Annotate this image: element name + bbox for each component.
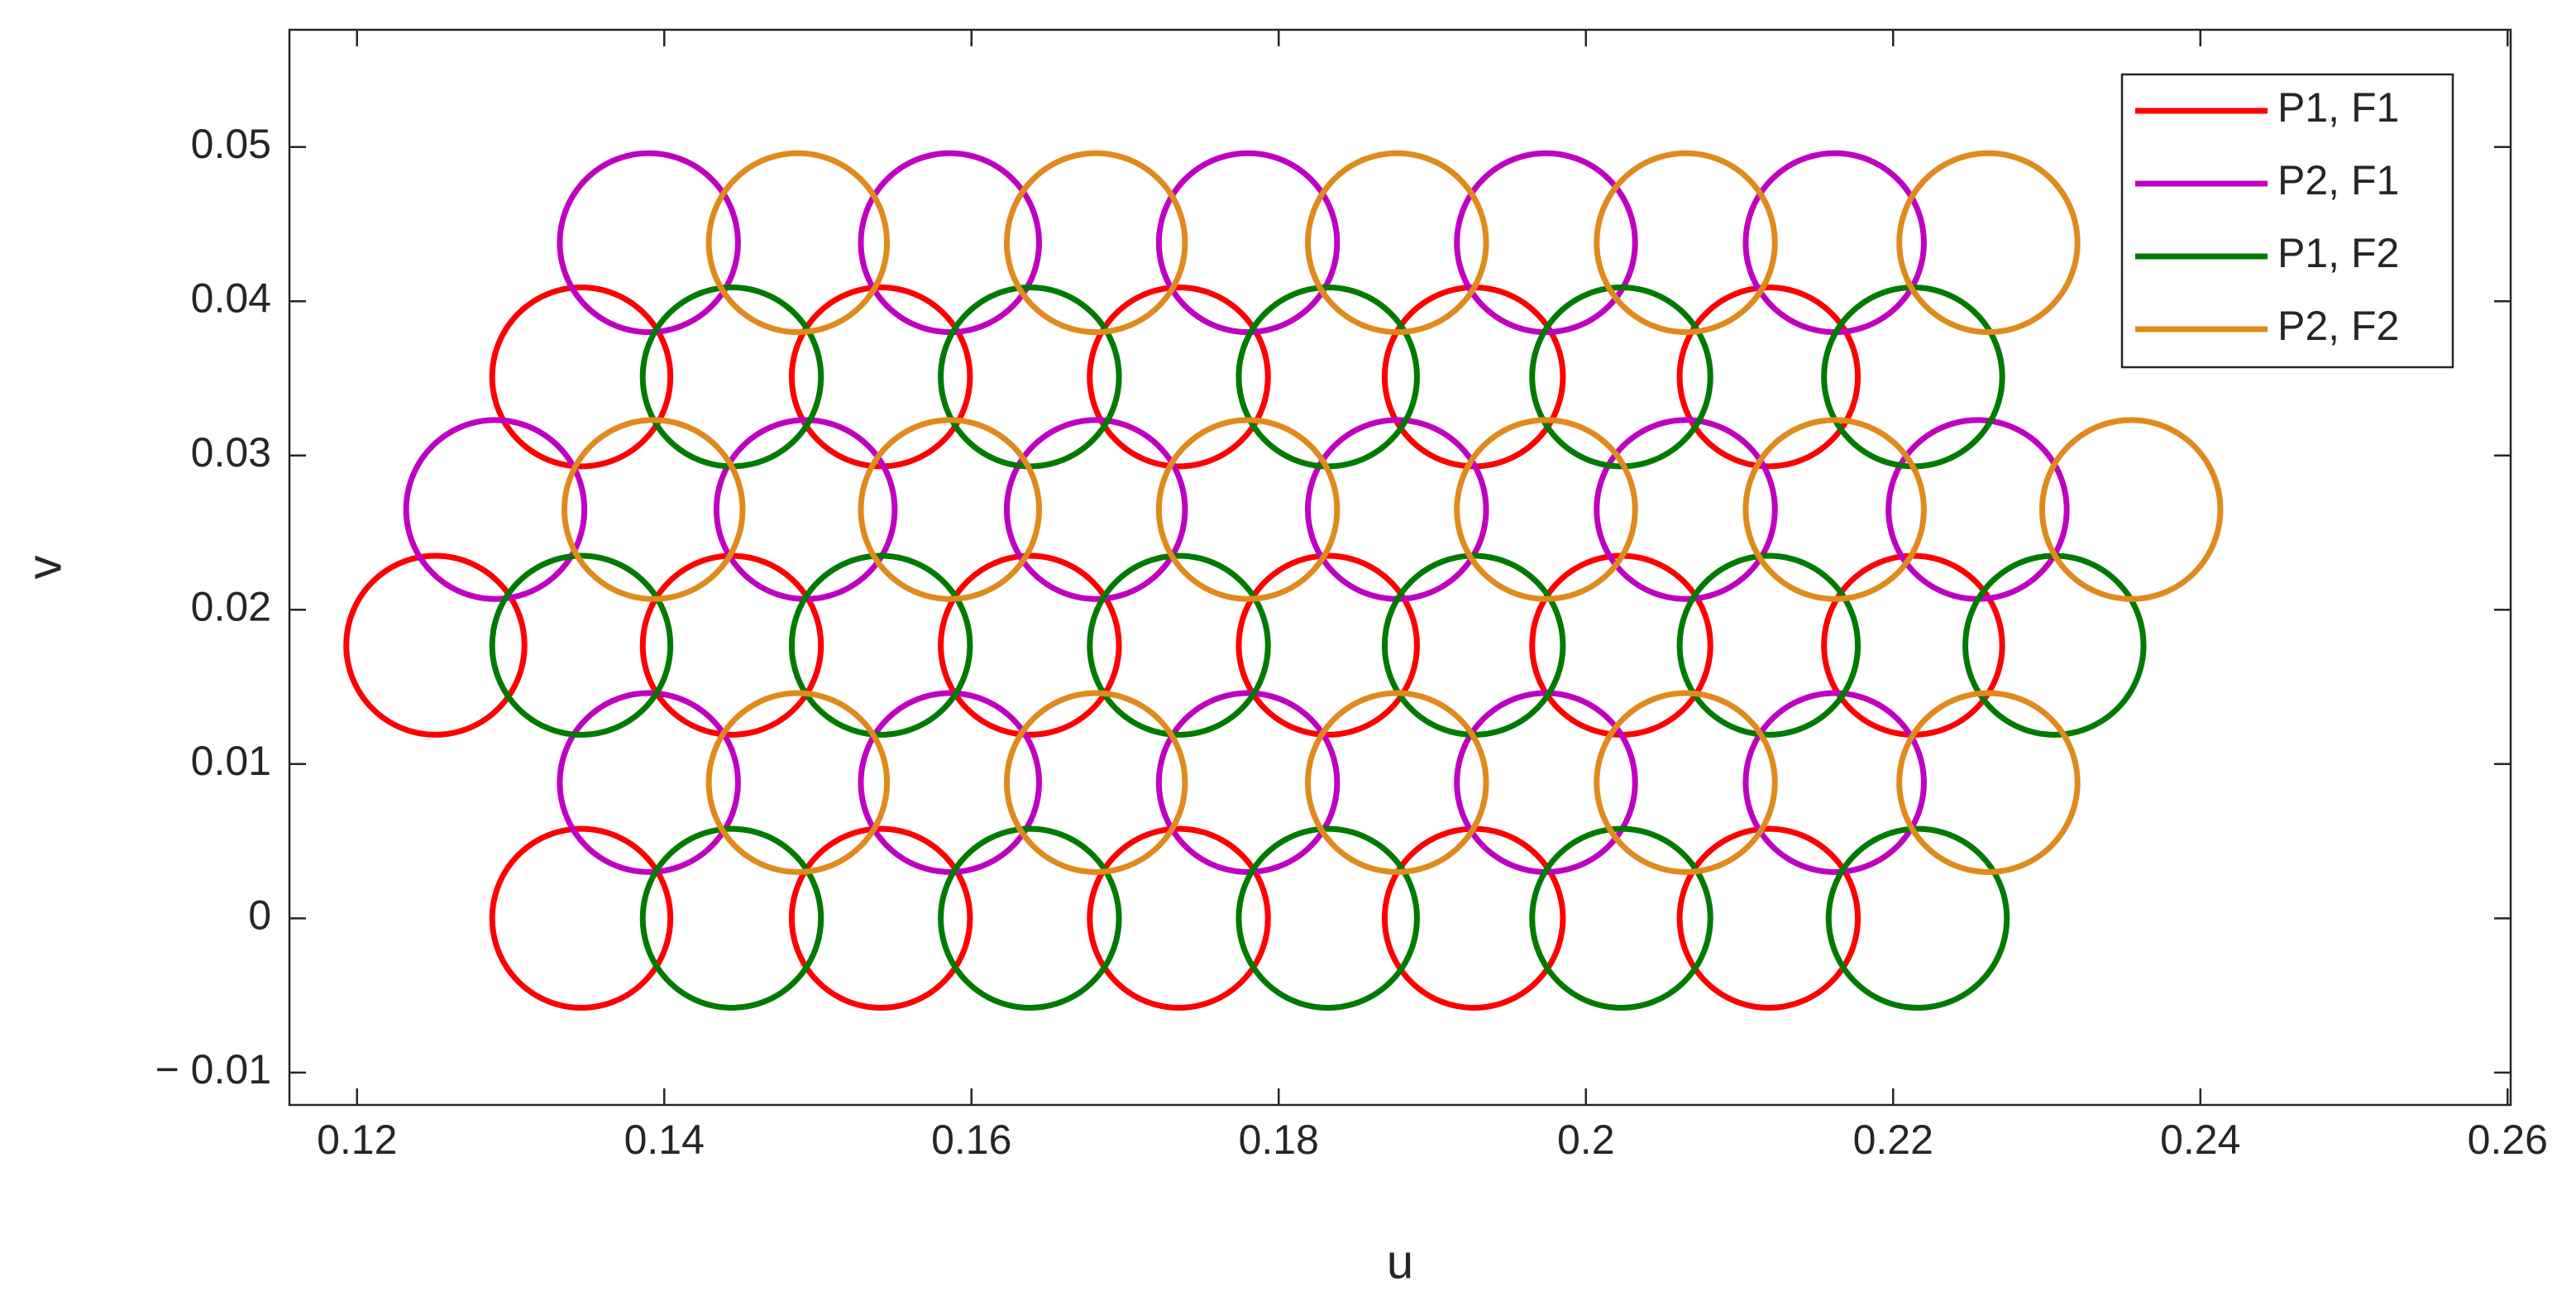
circle-marker <box>1676 825 1862 1011</box>
circle-marker <box>1003 417 1188 602</box>
circle-marker <box>1742 690 1927 875</box>
circle-marker <box>1087 552 1271 738</box>
x-tick-label: 0.14 <box>624 1117 705 1163</box>
y-tick-label: 0.02 <box>191 583 271 629</box>
x-tick-label: 0.12 <box>317 1117 397 1163</box>
legend-label: P2, F1 <box>2277 157 2399 203</box>
x-tick-label: 0.16 <box>931 1117 1011 1163</box>
circle-marker <box>1454 417 1638 602</box>
x-tick-label: 0.18 <box>1239 1117 1319 1163</box>
circle-marker <box>1594 417 1778 602</box>
circle-marker <box>2038 417 2224 602</box>
circle-marker <box>1003 690 1188 875</box>
x-tick-label: 0.22 <box>1853 1117 1933 1163</box>
circle-marker <box>489 552 674 738</box>
circle-marker <box>1087 284 1271 470</box>
circle-marker <box>489 825 674 1011</box>
circle-marker <box>1235 552 1420 738</box>
circle-marker <box>343 552 528 738</box>
legend-label: P1, F1 <box>2277 84 2399 131</box>
circle-marker <box>858 690 1042 875</box>
circle-marker <box>489 284 674 470</box>
legend-label: P1, F2 <box>2277 230 2399 276</box>
circle-marker <box>1235 825 1420 1011</box>
x-tick-label: 0.2 <box>1557 1117 1615 1163</box>
circle-marker <box>1676 552 1862 738</box>
legend-label: P2, F2 <box>2277 303 2399 349</box>
circle-marker <box>557 150 741 336</box>
circle-marker <box>1742 417 1927 602</box>
circle-marker <box>705 150 891 336</box>
circle-marker <box>1529 825 1713 1011</box>
y-tick-label: 0.04 <box>191 275 271 321</box>
circle-marker <box>1594 690 1778 875</box>
y-tick-label: 0.03 <box>191 429 271 476</box>
circle-marker <box>1825 825 2010 1011</box>
x-tick-label: 0.26 <box>2468 1117 2548 1163</box>
circle-marker <box>938 825 1122 1011</box>
y-tick-label: − 0.01 <box>155 1046 271 1093</box>
circle-marker <box>788 552 973 738</box>
circle-marker <box>1896 150 2081 336</box>
circle-marker <box>1305 690 1489 875</box>
circle-marker <box>938 552 1122 738</box>
legend-box <box>2120 73 2454 369</box>
circle-marker <box>1896 690 2081 875</box>
y-axis-label: v <box>17 556 71 580</box>
circle-marker <box>1155 690 1341 875</box>
x-axis-label: u <box>1387 1235 1413 1289</box>
circle-marker <box>1087 825 1271 1011</box>
circle-marker <box>1003 150 1188 336</box>
axes-box <box>288 28 2512 1107</box>
y-tick-label: 0.05 <box>191 121 271 167</box>
y-tick-label: 0.01 <box>191 738 271 784</box>
x-tick-label: 0.24 <box>2160 1117 2240 1163</box>
circle-marker <box>557 690 741 875</box>
circle-marker <box>1594 150 1778 336</box>
circle-marker <box>705 690 891 875</box>
circle-marker <box>561 417 746 602</box>
circle-marker <box>1155 417 1341 602</box>
circle-marker <box>1305 150 1489 336</box>
circle-marker <box>1676 284 1862 470</box>
circle-marker <box>858 417 1042 602</box>
circle-marker <box>639 825 824 1011</box>
circle-marker <box>403 417 588 602</box>
circle-marker <box>788 825 973 1011</box>
y-tick-label: 0 <box>248 892 271 939</box>
